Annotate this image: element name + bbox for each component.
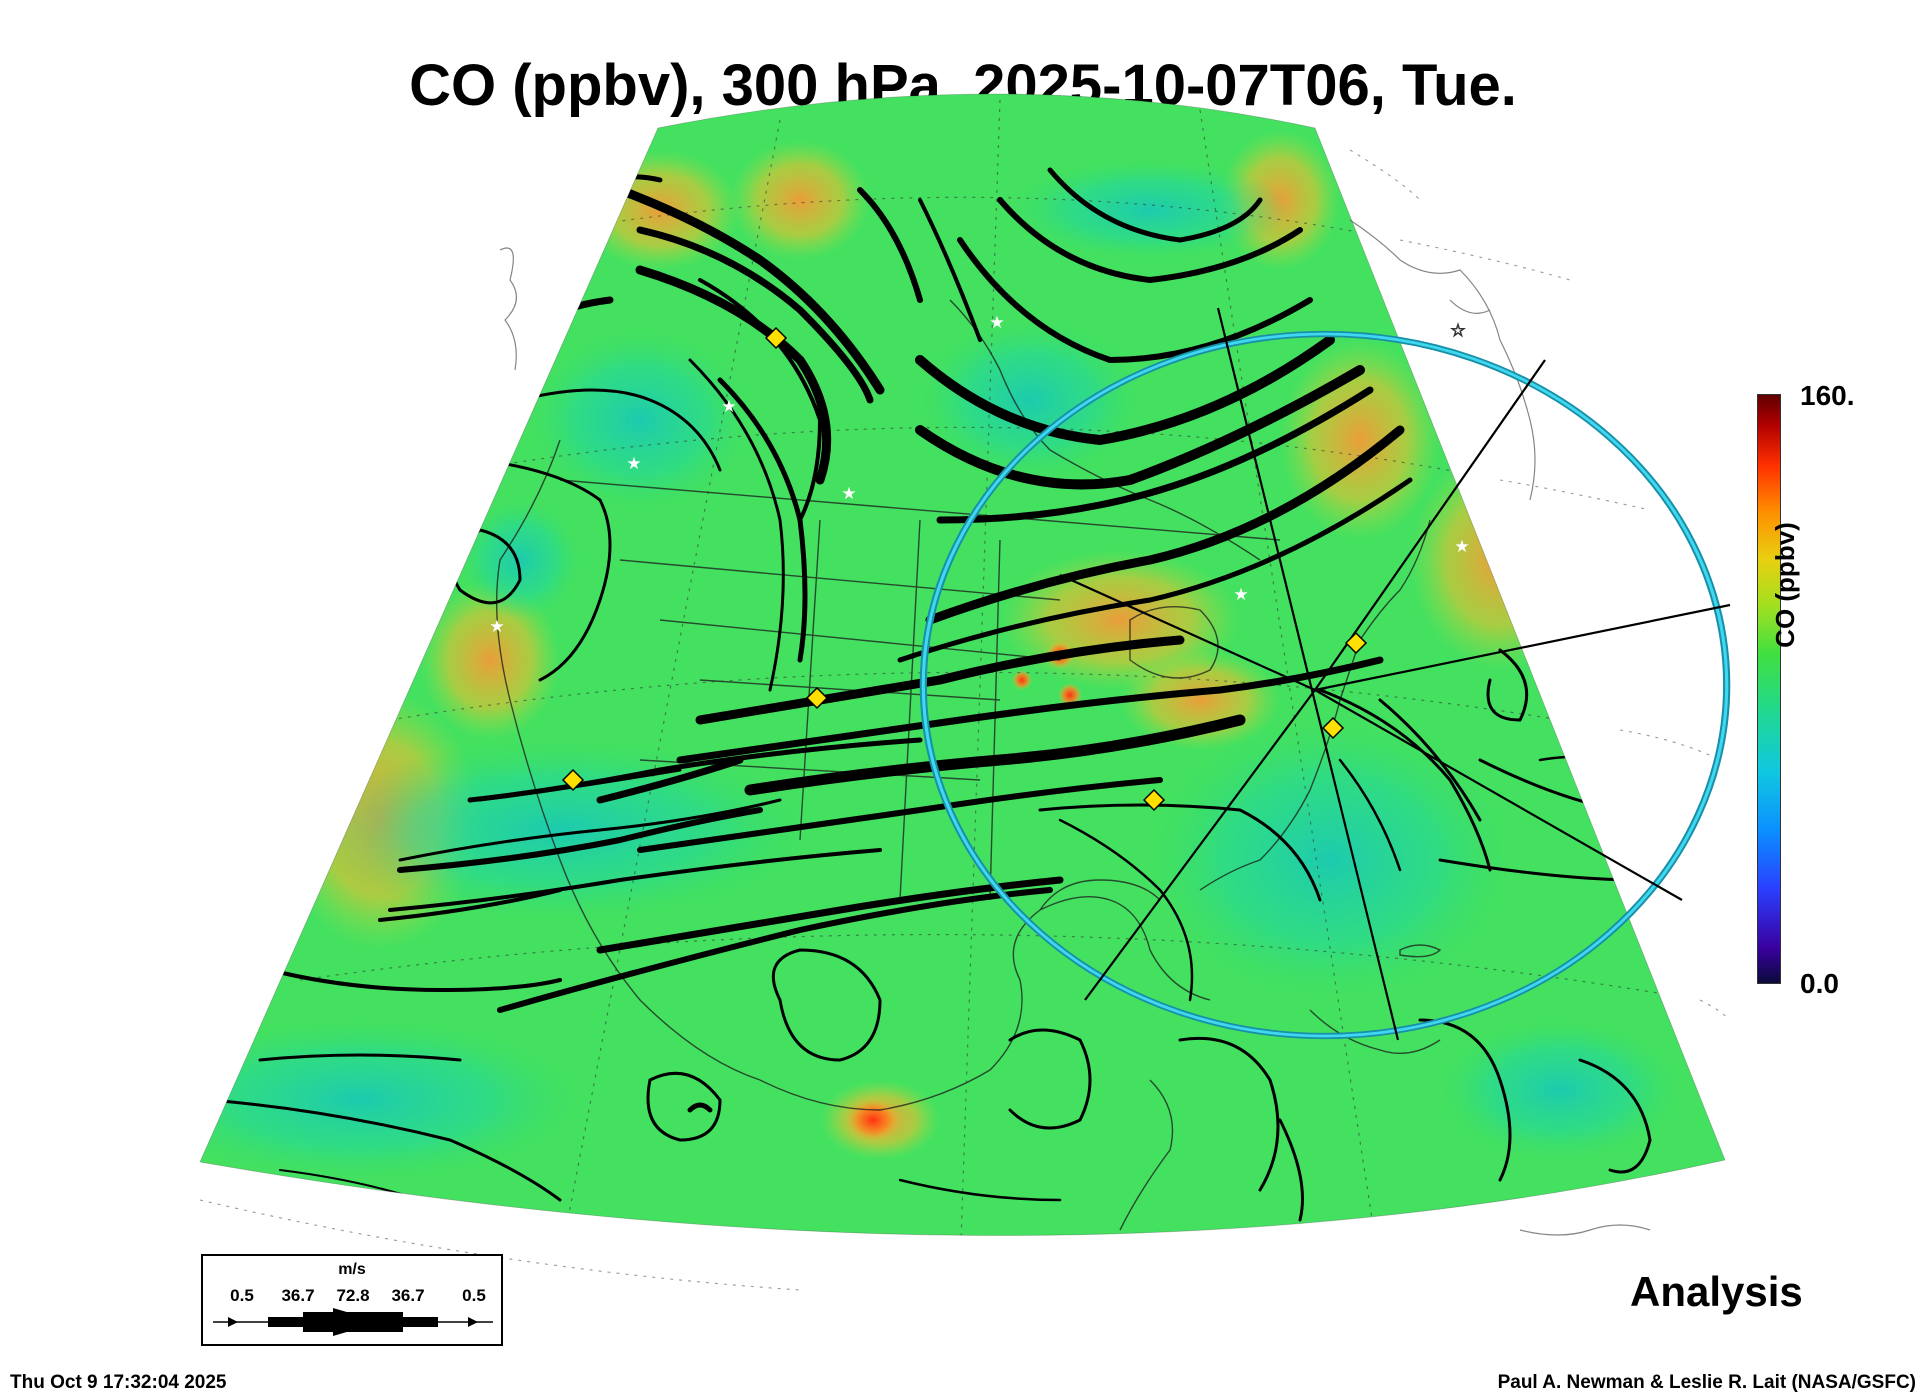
co-field (200, 94, 1725, 1236)
wind-speed-legend: m/s 0.5 36.7 72.8 36.7 0.5 (201, 1254, 503, 1346)
colorbar-title: CO (ppbv) (1770, 522, 1800, 648)
svg-text:★: ★ (489, 617, 504, 637)
map-sector-border (199, 93, 1726, 1236)
colorbar (1757, 394, 1781, 984)
wind-legend-tick: 0.5 (462, 1286, 486, 1305)
footer-credit: Paul A. Newman & Leslie R. Lait (NASA/GS… (1497, 1372, 1916, 1393)
wind-legend-tick: 0.5 (230, 1286, 254, 1305)
svg-text:☆: ☆ (1450, 321, 1465, 341)
site-markers (561, 326, 1368, 812)
outer-grid (199, 149, 1731, 1291)
outer-coastlines (499, 219, 1651, 1236)
track-lines (1059, 307, 1731, 1041)
wind-legend-arrows (213, 1308, 493, 1336)
svg-text:★: ★ (841, 484, 856, 504)
svg-text:★: ★ (1233, 585, 1248, 605)
wind-legend-unit: m/s (338, 1261, 366, 1278)
svg-text:★: ★ (721, 397, 736, 417)
star-markers: ★ ★ ★ ★ ★ ★ ★ ☆ (489, 313, 1469, 637)
svg-text:★: ★ (1454, 537, 1469, 557)
wind-legend-tick: 36.7 (281, 1286, 315, 1305)
analysis-label: Analysis (1630, 1268, 1803, 1315)
colorbar-min-label: 0.0 (1800, 968, 1839, 999)
svg-text:★: ★ (989, 313, 1004, 333)
colorbar-max-label: 160. (1800, 380, 1855, 411)
wind-legend-tick: 72.8 (336, 1286, 370, 1305)
wind-legend-tick: 36.7 (391, 1286, 425, 1305)
svg-text:★: ★ (626, 454, 641, 474)
range-ring (919, 330, 1731, 1040)
footer-timestamp: Thu Oct 9 17:32:04 2025 (10, 1372, 227, 1393)
